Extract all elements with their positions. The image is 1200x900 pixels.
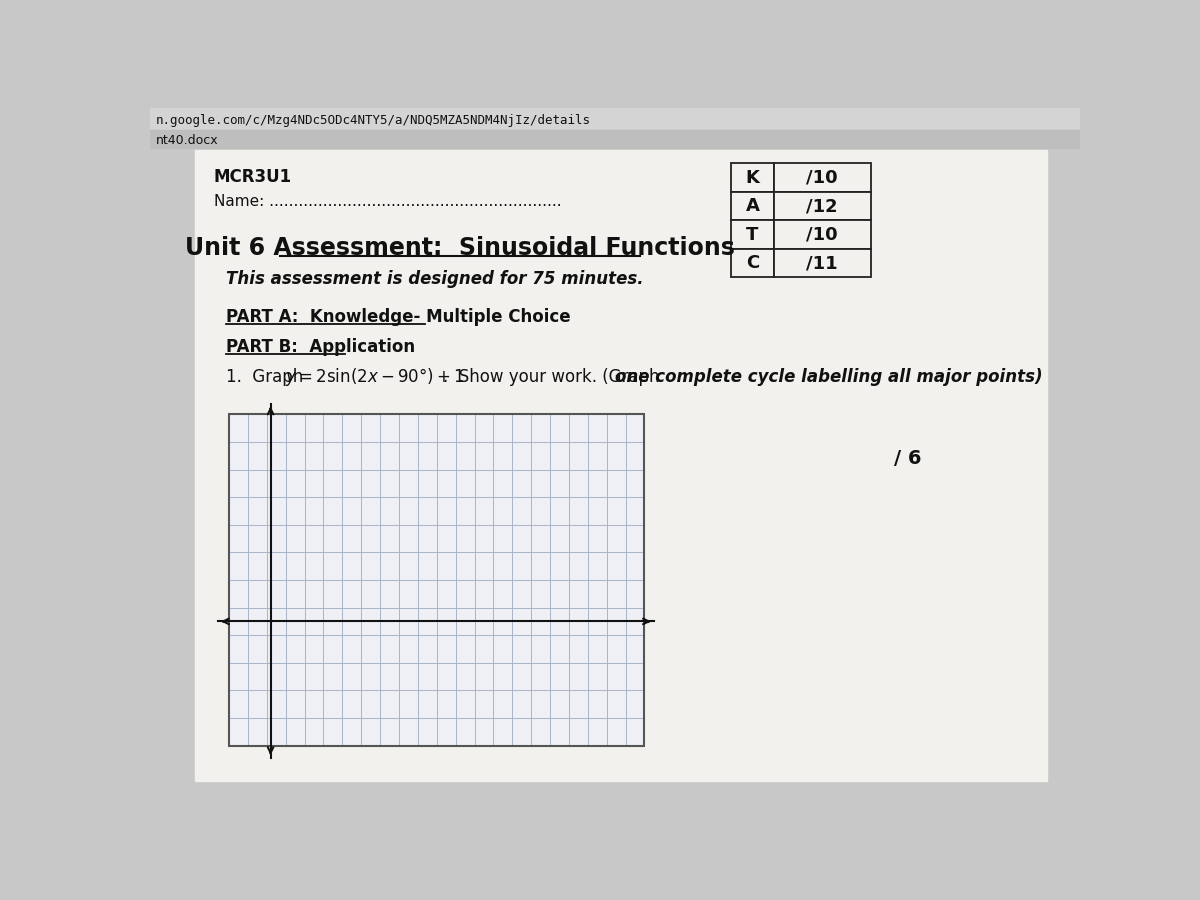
Text: Name: ............................................................: Name: ..................................… (214, 194, 562, 210)
Text: /12: /12 (806, 197, 838, 215)
Bar (774, 249, 871, 277)
Text: n.google.com/c/Mzg4NDc5ODc4NTY5/a/NDQ5MZA5NDM4NjIz/details: n.google.com/c/Mzg4NDc5ODc4NTY5/a/NDQ5MZ… (156, 113, 592, 127)
Text: Unit 6 Assessment:  Sinusoidal Functions: Unit 6 Assessment: Sinusoidal Functions (185, 236, 734, 260)
Text: This assessment is designed for 75 minutes.: This assessment is designed for 75 minut… (226, 270, 643, 288)
Bar (229, 415, 644, 745)
Bar (731, 220, 774, 249)
Bar (150, 108, 1080, 130)
Text: PART B:  Application: PART B: Application (226, 338, 415, 356)
Text: MCR3U1: MCR3U1 (214, 168, 292, 186)
Bar (731, 249, 774, 277)
Text: C: C (746, 254, 760, 272)
Bar (774, 220, 871, 249)
Text: /10: /10 (806, 226, 838, 244)
Text: 1.  Graph: 1. Graph (226, 368, 313, 386)
Bar (150, 130, 1080, 148)
Bar (229, 415, 644, 745)
Text: K: K (745, 168, 760, 186)
Bar (774, 192, 871, 220)
Bar (731, 164, 774, 192)
Text: T: T (746, 226, 758, 244)
Text: nt40.docx: nt40.docx (156, 134, 218, 147)
Text: A: A (745, 197, 760, 215)
Text: /11: /11 (806, 254, 838, 272)
Text: PART A:  Knowledge- Multiple Choice: PART A: Knowledge- Multiple Choice (226, 309, 570, 327)
Text: .  Show your work. (Graph: . Show your work. (Graph (443, 368, 665, 386)
Text: /10: /10 (806, 168, 838, 186)
Bar (731, 192, 774, 220)
Text: $y = 2\sin(2x-90°)+1$: $y = 2\sin(2x-90°)+1$ (284, 366, 464, 389)
Bar (774, 164, 871, 192)
Text: / 6: / 6 (894, 449, 922, 468)
Text: one complete cycle labelling all major points): one complete cycle labelling all major p… (616, 368, 1043, 386)
